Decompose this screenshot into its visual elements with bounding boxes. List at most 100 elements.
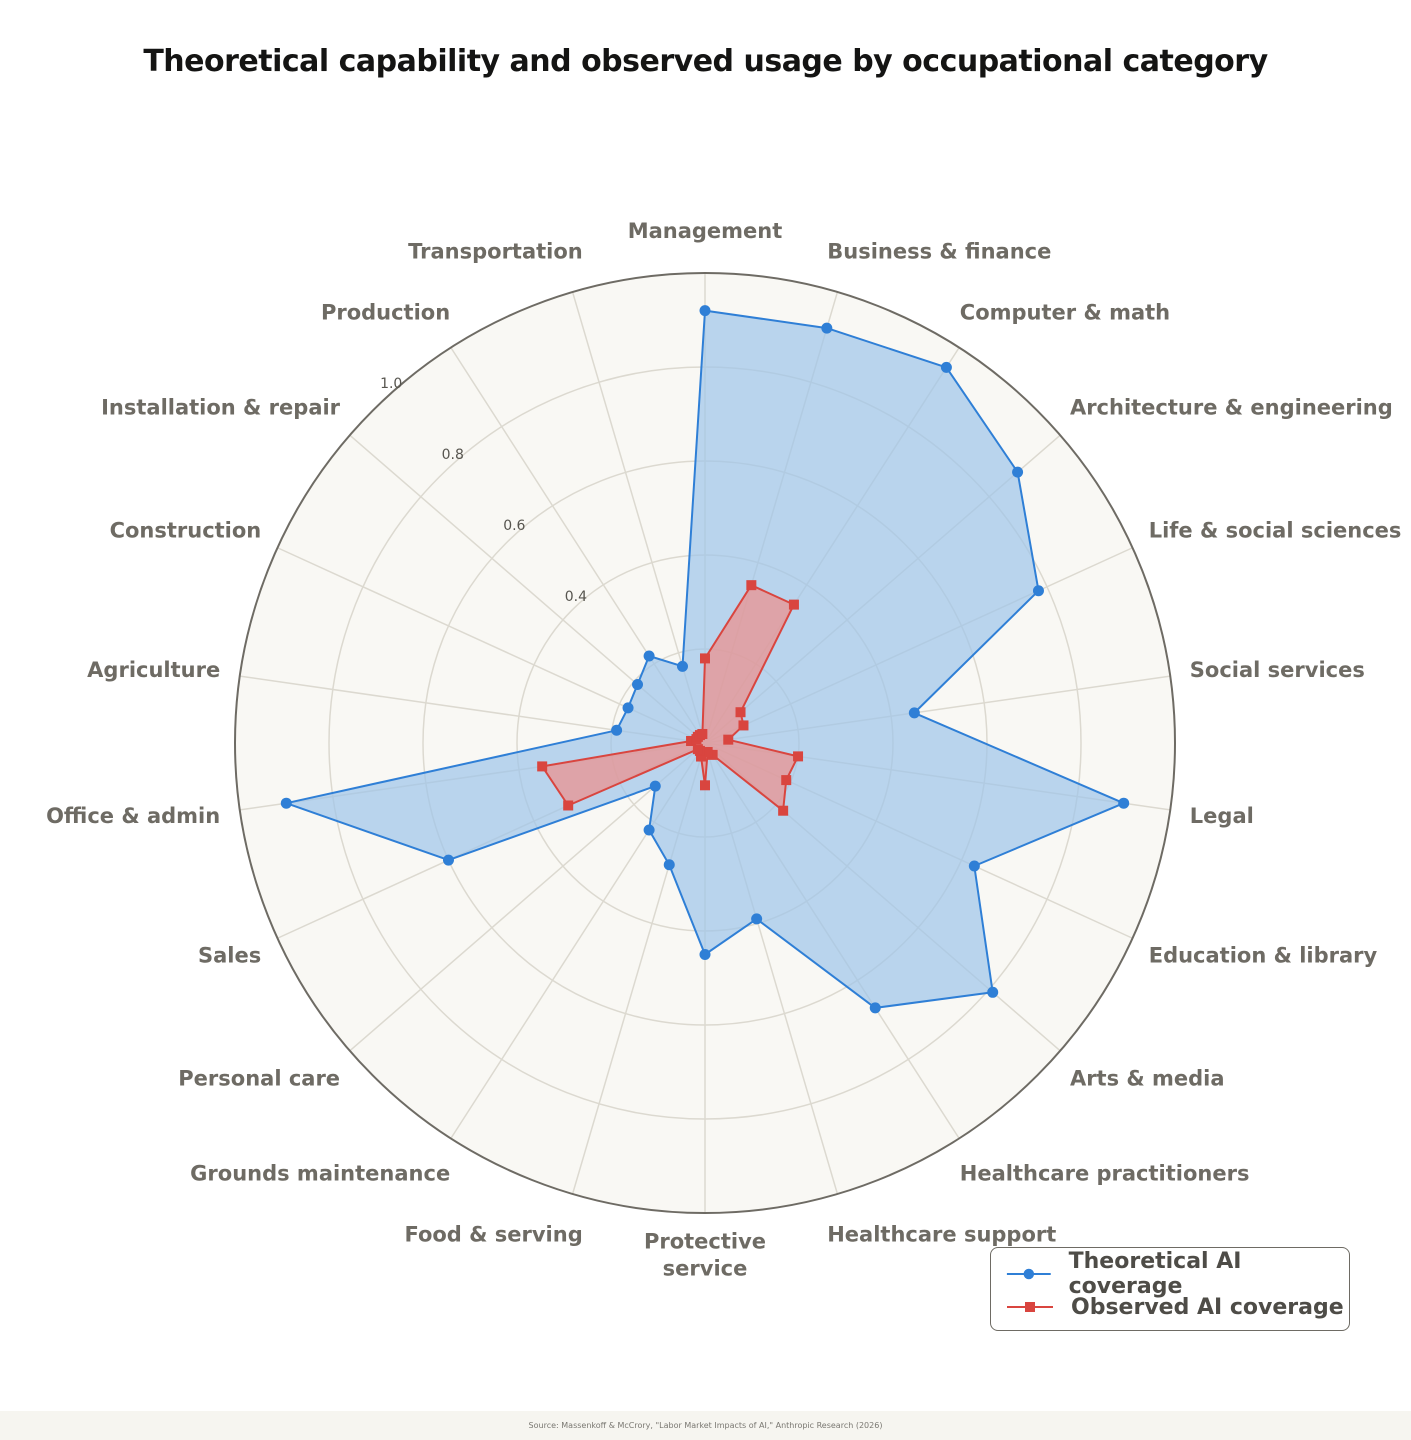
category-label: Agriculture: [87, 658, 220, 682]
data-point-observed: [778, 805, 789, 816]
category-label-line: Agriculture: [87, 658, 220, 682]
data-point-observed: [738, 720, 749, 731]
data-point-theoretical: [643, 650, 655, 662]
category-label-line: Education & library: [1149, 944, 1378, 968]
radial-tick-label: 0.6: [503, 518, 525, 534]
category-label-line: Construction: [110, 518, 262, 542]
category-label-line: Legal: [1190, 804, 1254, 828]
radar-series: [280, 305, 1130, 1014]
category-label-line: Life & social sciences: [1149, 518, 1402, 542]
category-label: Production: [321, 300, 450, 324]
data-point-theoretical: [442, 854, 454, 866]
category-label: Office & admin: [46, 804, 220, 828]
category-label: Personal care: [178, 1066, 340, 1090]
category-label-line: Office & admin: [46, 804, 220, 828]
data-point-theoretical: [1118, 797, 1130, 809]
category-label-line: Personal care: [178, 1066, 340, 1090]
grid-spoke: [349, 742, 706, 1052]
category-label-line: Food & serving: [404, 1222, 582, 1246]
data-point-theoretical: [643, 824, 655, 836]
data-point-theoretical: [676, 660, 688, 672]
data-point-theoretical: [869, 1002, 881, 1014]
category-label: Transportation: [408, 240, 583, 264]
radial-tick-label: 0.4: [565, 589, 587, 605]
category-label-line: Management: [628, 219, 783, 243]
radial-tick-label: 1.0: [380, 376, 402, 392]
data-point-theoretical: [751, 913, 763, 925]
category-label-line: Arts & media: [1070, 1066, 1225, 1090]
legend-entry-theoretical: Theoretical AI coverage: [1005, 1249, 1349, 1299]
data-point-observed: [781, 775, 792, 786]
radial-tick-label: 0.8: [442, 447, 464, 463]
data-point-theoretical: [821, 322, 833, 334]
category-label: Arts & media: [1070, 1066, 1225, 1090]
category-label: Life & social sciences: [1149, 518, 1402, 542]
data-point-theoretical: [968, 860, 980, 872]
legend-entry-observed: Observed AI coverage: [1005, 1292, 1344, 1322]
data-point-observed: [563, 800, 574, 811]
data-point-observed: [723, 734, 734, 745]
category-label: Food & serving: [404, 1222, 582, 1246]
category-label-line: Transportation: [408, 240, 583, 264]
legend-label-theoretical: Theoretical AI coverage: [1068, 1249, 1242, 1299]
data-point-observed: [793, 751, 804, 762]
legend-label-observed: Observed AI coverage: [1071, 1294, 1344, 1320]
data-point-theoretical: [699, 305, 711, 317]
category-label-line: service: [663, 1257, 748, 1281]
data-point-observed: [735, 707, 746, 718]
category-label-line: Computer & math: [960, 300, 1170, 324]
chart-title: Theoretical capability and observed usag…: [143, 44, 1268, 79]
category-label-line: Sales: [198, 944, 261, 968]
category-label-line: Grounds maintenance: [190, 1162, 450, 1186]
category-label-line: Business & finance: [827, 240, 1051, 264]
data-point-observed: [702, 747, 713, 758]
category-label-line: Installation & repair: [101, 396, 341, 420]
data-point-observed: [700, 653, 710, 664]
category-labels: Management Business & finance Computer & m…: [46, 219, 1401, 1281]
data-point-theoretical: [987, 986, 999, 998]
radial-tick-labels: 0.4 0.6 0.8 1.0: [380, 376, 587, 605]
data-point-observed: [746, 580, 757, 591]
data-point-theoretical: [699, 949, 711, 960]
category-label: Healthcare support: [827, 1222, 1056, 1246]
category-label: Education & library: [1149, 944, 1378, 968]
data-point-observed: [696, 751, 707, 762]
data-point-theoretical: [649, 780, 661, 792]
data-point-theoretical: [663, 859, 675, 871]
category-label: Installation & repair: [101, 396, 341, 420]
category-label-line: Healthcare support: [827, 1222, 1056, 1246]
data-point-theoretical: [940, 361, 952, 373]
data-point-observed: [700, 780, 710, 791]
category-label-line: Production: [321, 300, 450, 324]
data-point-observed: [697, 728, 708, 739]
chart-legend: Theoretical AI coverage Observed AI cove…: [990, 1247, 1350, 1331]
legend-marker-observed: [1007, 1302, 1053, 1312]
category-label: Protective service: [644, 1230, 766, 1281]
source-footer: Source: Massenkoff & McCrory, "Labor Mar…: [0, 1411, 1411, 1440]
category-label-line: Healthcare practitioners: [960, 1162, 1250, 1186]
data-point-theoretical: [622, 702, 634, 714]
category-label: Management: [628, 219, 783, 243]
category-label: Business & finance: [827, 240, 1051, 264]
category-label: Construction: [110, 518, 262, 542]
data-point-theoretical: [280, 797, 292, 809]
radar-chart: Management Business & finance Computer & m…: [46, 219, 1401, 1281]
category-label-line: Architecture & engineering: [1070, 396, 1393, 420]
data-point-theoretical: [1012, 466, 1024, 478]
category-label: Social services: [1190, 658, 1365, 682]
category-label: Healthcare practitioners: [960, 1162, 1250, 1186]
data-point-theoretical: [908, 707, 920, 719]
data-point-theoretical: [611, 724, 623, 736]
category-label: Legal: [1190, 804, 1254, 828]
category-label: Architecture & engineering: [1070, 396, 1393, 420]
data-point-observed: [537, 761, 548, 772]
data-point-observed: [788, 599, 799, 610]
data-point-observed: [686, 735, 697, 746]
category-label-line: Social services: [1190, 658, 1365, 682]
category-label: Grounds maintenance: [190, 1162, 450, 1186]
data-point-observed: [692, 744, 703, 755]
category-label: Sales: [198, 944, 261, 968]
category-label: Computer & math: [960, 300, 1170, 324]
legend-marker-theoretical: [1006, 1268, 1051, 1280]
data-point-theoretical: [1032, 585, 1044, 597]
